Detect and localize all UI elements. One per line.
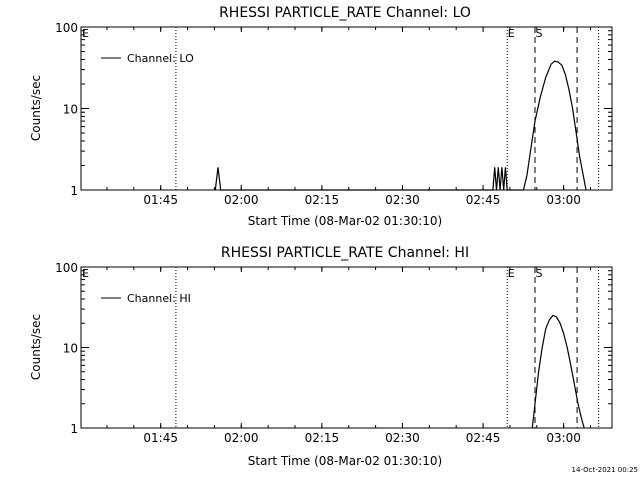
y-tick-label: 100 (55, 261, 78, 275)
y-tick-label: 1 (70, 184, 78, 198)
x-axis-label: Start Time (08-Mar-02 01:30:10) (248, 214, 442, 228)
chart-lo: RHESSI PARTICLE_RATE Channel: LO Counts/… (29, 5, 613, 228)
series-line (214, 60, 587, 191)
x-tick-label: 02:00 (224, 193, 259, 207)
x-tick-label: 02:15 (305, 431, 340, 445)
x-tick-label: 02:15 (305, 193, 340, 207)
legend-label: Channel: LO (127, 52, 194, 65)
x-tick-label: 01:45 (143, 193, 178, 207)
series-line (531, 314, 585, 429)
y-axis-label: Counts/sec (29, 314, 43, 380)
x-tick-label: 02:00 (224, 431, 259, 445)
chart-title: RHESSI PARTICLE_RATE Channel: LO (219, 5, 471, 21)
x-tick-label: 02:30 (385, 431, 420, 445)
x-tick-label: 03:00 (546, 431, 581, 445)
legend-label: Channel: HI (127, 292, 191, 305)
chart-hi: RHESSI PARTICLE_RATE Channel: HI Counts/… (29, 245, 613, 468)
y-tick-label: 1 (70, 422, 78, 436)
x-tick-label: 03:00 (546, 193, 581, 207)
edge-marker-label: E (82, 27, 89, 40)
plot-layer: 01:45 02:00 02:15 02:30 02:45 03:00 1 10 100 E S E C… (55, 21, 612, 207)
x-tick-label: 02:30 (385, 193, 420, 207)
edge-marker-label: E (82, 267, 89, 280)
y-axis-label: Counts/sec (29, 75, 43, 141)
y-tick-label: 10 (63, 103, 78, 117)
time-marker-label: S (535, 27, 542, 40)
time-marker-label: S (535, 267, 542, 280)
y-tick-label: 10 (63, 342, 78, 356)
plot-layer: 01:45 02:00 02:15 02:30 02:45 03:00 1 10 100 E S E C… (55, 261, 612, 445)
y-tick-label: 100 (55, 21, 78, 35)
x-tick-label: 02:45 (466, 431, 501, 445)
time-marker-label: E (508, 267, 515, 280)
x-tick-label: 01:45 (143, 431, 178, 445)
time-marker-label: E (508, 27, 515, 40)
chart-title: RHESSI PARTICLE_RATE Channel: HI (221, 245, 469, 261)
footer-timestamp: 14-Oct-2021 00:25 (571, 466, 638, 474)
x-tick-label: 02:45 (466, 193, 501, 207)
x-axis-label: Start Time (08-Mar-02 01:30:10) (248, 454, 442, 468)
